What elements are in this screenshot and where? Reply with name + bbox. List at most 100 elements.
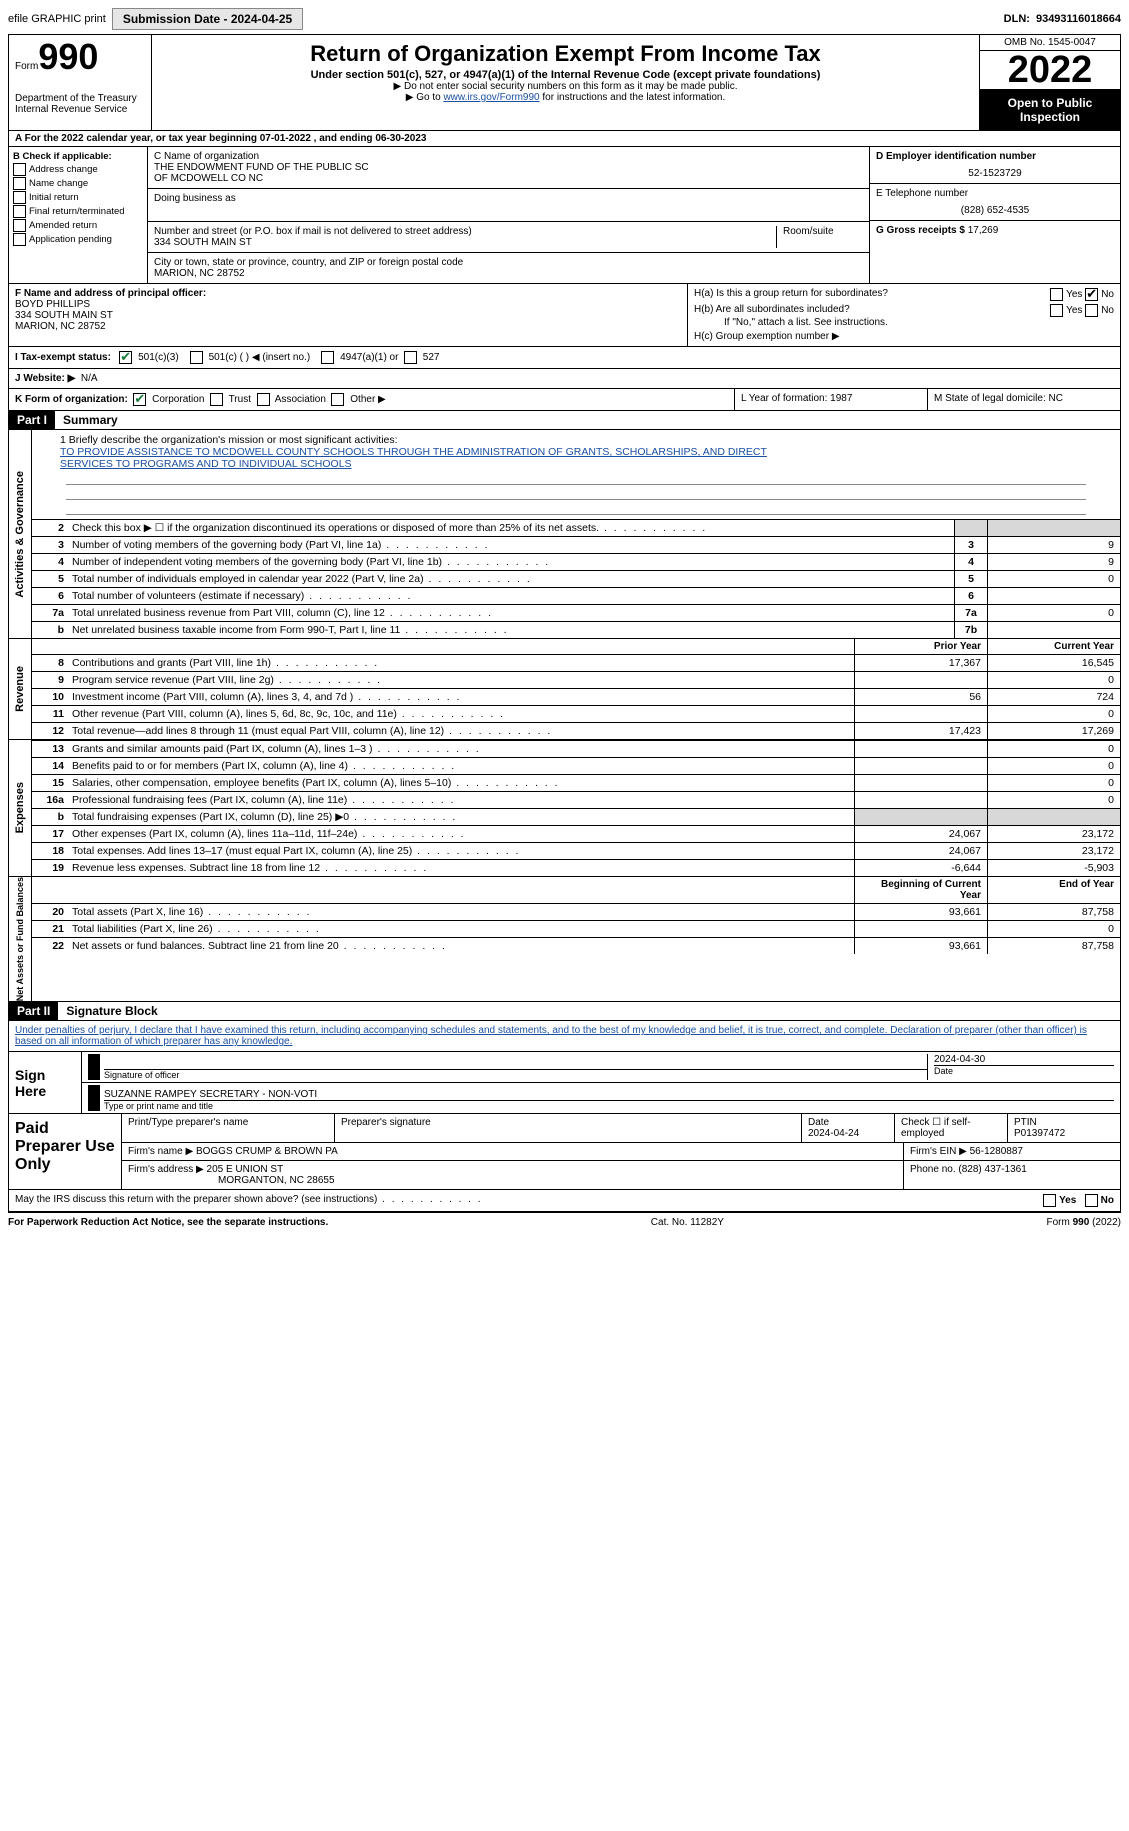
col-b-title: B Check if applicable: bbox=[13, 151, 143, 162]
part1-header: Part I Summary bbox=[9, 411, 1120, 430]
part2-title: Signature Block bbox=[58, 1002, 165, 1020]
chk-corp[interactable] bbox=[133, 393, 146, 406]
chk-527[interactable] bbox=[404, 351, 417, 364]
chk-final[interactable]: Final return/terminated bbox=[13, 205, 143, 218]
firm-addr2: MORGANTON, NC 28655 bbox=[218, 1175, 335, 1186]
ts-label: I Tax-exempt status: bbox=[15, 352, 111, 363]
summary-line: 16aProfessional fundraising fees (Part I… bbox=[32, 791, 1120, 808]
note-link: ▶ Go to www.irs.gov/Form990 for instruct… bbox=[158, 92, 973, 103]
sign-here-label: Sign Here bbox=[9, 1052, 82, 1113]
pra-notice: For Paperwork Reduction Act Notice, see … bbox=[8, 1217, 328, 1228]
form-title: Return of Organization Exempt From Incom… bbox=[158, 41, 973, 67]
summary-line: 8Contributions and grants (Part VIII, li… bbox=[32, 654, 1120, 671]
sig-name-label: Type or print name and title bbox=[104, 1100, 1114, 1111]
year-formation: L Year of formation: 1987 bbox=[734, 389, 927, 410]
self-emp-label: Check ☐ if self-employed bbox=[895, 1114, 1008, 1142]
end-year-hdr: End of Year bbox=[987, 877, 1120, 903]
firm-phone: (828) 437-1361 bbox=[958, 1164, 1026, 1175]
chk-assoc[interactable] bbox=[257, 393, 270, 406]
discuss-label: May the IRS discuss this return with the… bbox=[15, 1194, 1043, 1207]
netassets-section: Net Assets or Fund Balances Beginning of… bbox=[9, 876, 1120, 1001]
phone-value: (828) 652-4535 bbox=[876, 205, 1114, 216]
tax-year: 2022 bbox=[980, 51, 1120, 90]
irs-link[interactable]: www.irs.gov/Form990 bbox=[443, 92, 539, 103]
form-word: Form bbox=[15, 61, 38, 72]
name-label: C Name of organization bbox=[154, 151, 863, 162]
summary-line: 19Revenue less expenses. Subtract line 1… bbox=[32, 859, 1120, 876]
part2-badge: Part II bbox=[9, 1002, 58, 1020]
chk-pending[interactable]: Application pending bbox=[13, 233, 143, 246]
prep-date: 2024-04-24 bbox=[808, 1128, 859, 1139]
curr-year-hdr: Current Year bbox=[987, 639, 1120, 654]
sig-name: SUZANNE RAMPEY SECRETARY - NON-VOTI bbox=[104, 1089, 1114, 1100]
dept-treasury: Department of the Treasury bbox=[15, 93, 145, 104]
summary-line: 7aTotal unrelated business revenue from … bbox=[32, 604, 1120, 621]
beg-year-hdr: Beginning of Current Year bbox=[854, 877, 987, 903]
chk-501c[interactable] bbox=[190, 351, 203, 364]
summary-line: 3Number of voting members of the governi… bbox=[32, 536, 1120, 553]
open-public: Open to Public Inspection bbox=[980, 90, 1120, 130]
addr-value: 334 SOUTH MAIN ST bbox=[154, 237, 776, 248]
chk-trust[interactable] bbox=[210, 393, 223, 406]
chk-initial[interactable]: Initial return bbox=[13, 191, 143, 204]
summary-line: 18Total expenses. Add lines 13–17 (must … bbox=[32, 842, 1120, 859]
officer-label: F Name and address of principal officer: bbox=[15, 288, 681, 299]
discuss-no[interactable] bbox=[1085, 1194, 1098, 1207]
hb-note: If "No," attach a list. See instructions… bbox=[694, 317, 1114, 328]
col-f: F Name and address of principal officer:… bbox=[9, 284, 688, 346]
mission-label: 1 Briefly describe the organization's mi… bbox=[60, 434, 1092, 446]
summary-line: 13Grants and similar amounts paid (Part … bbox=[32, 740, 1120, 757]
summary-line: 6Total number of volunteers (estimate if… bbox=[32, 587, 1120, 604]
penalties-text: Under penalties of perjury, I declare th… bbox=[9, 1021, 1120, 1051]
chk-501c3[interactable] bbox=[119, 351, 132, 364]
col-h: H(a) Is this a group return for subordin… bbox=[688, 284, 1120, 346]
discuss-yes[interactable] bbox=[1043, 1194, 1056, 1207]
website-label: J Website: ▶ bbox=[15, 373, 75, 384]
chk-4947[interactable] bbox=[321, 351, 334, 364]
prep-name-label: Print/Type preparer's name bbox=[122, 1114, 335, 1142]
side-tab-expenses: Expenses bbox=[9, 740, 32, 876]
paid-preparer-block: Paid Preparer Use Only Print/Type prepar… bbox=[9, 1113, 1120, 1190]
summary-line: 22Net assets or fund balances. Subtract … bbox=[32, 937, 1120, 954]
ein-label: D Employer identification number bbox=[876, 151, 1114, 162]
summary-line: 10Investment income (Part VIII, column (… bbox=[32, 688, 1120, 705]
part1-title: Summary bbox=[55, 411, 126, 429]
k-label: K Form of organization: bbox=[15, 394, 128, 405]
summary-line: bTotal fundraising expenses (Part IX, co… bbox=[32, 808, 1120, 825]
side-tab-net: Net Assets or Fund Balances bbox=[9, 877, 32, 1001]
irs-label: Internal Revenue Service bbox=[15, 104, 145, 115]
org-name-1: THE ENDOWMENT FUND OF THE PUBLIC SC bbox=[154, 162, 863, 173]
sig-date-val: 2024-04-30 bbox=[934, 1054, 1114, 1065]
side-tab-governance: Activities & Governance bbox=[9, 430, 32, 638]
gross-label: G Gross receipts $ bbox=[876, 225, 965, 236]
chk-other[interactable] bbox=[331, 393, 344, 406]
expenses-section: Expenses 13Grants and similar amounts pa… bbox=[9, 739, 1120, 876]
ptin-value: P01397472 bbox=[1014, 1128, 1065, 1139]
part2-header: Part II Signature Block bbox=[9, 1001, 1120, 1021]
state-domicile: M State of legal domicile: NC bbox=[927, 389, 1120, 410]
summary-line: 15Salaries, other compensation, employee… bbox=[32, 774, 1120, 791]
hb-label: H(b) Are all subordinates included? bbox=[694, 304, 850, 317]
form-header: Form990 Department of the Treasury Inter… bbox=[9, 35, 1120, 131]
summary-line: 20Total assets (Part X, line 16)93,66187… bbox=[32, 903, 1120, 920]
submission-button[interactable]: Submission Date - 2024-04-25 bbox=[112, 8, 303, 30]
revenue-section: Revenue Prior Year Current Year 8Contrib… bbox=[9, 638, 1120, 739]
footer: For Paperwork Reduction Act Notice, see … bbox=[8, 1213, 1121, 1232]
chk-name[interactable]: Name change bbox=[13, 177, 143, 190]
prep-sig-label: Preparer's signature bbox=[335, 1114, 802, 1142]
chk-address[interactable]: Address change bbox=[13, 163, 143, 176]
gross-value: 17,269 bbox=[968, 225, 999, 236]
sign-here-block: Sign Here Signature of officer 2024-04-3… bbox=[9, 1051, 1120, 1113]
summary-line: 4Number of independent voting members of… bbox=[32, 553, 1120, 570]
summary-line: 2Check this box ▶ ☐ if the organization … bbox=[32, 519, 1120, 536]
cat-no: Cat. No. 11282Y bbox=[651, 1217, 724, 1228]
efile-label: efile GRAPHIC print bbox=[8, 13, 106, 25]
header-left: Form990 Department of the Treasury Inter… bbox=[9, 35, 152, 130]
summary-line: 12Total revenue—add lines 8 through 11 (… bbox=[32, 722, 1120, 739]
note-ssn: ▶ Do not enter social security numbers o… bbox=[158, 81, 973, 92]
addr-label: Number and street (or P.O. box if mail i… bbox=[154, 226, 776, 237]
phone-label: E Telephone number bbox=[876, 188, 1114, 199]
chk-amended[interactable]: Amended return bbox=[13, 219, 143, 232]
phone-block: E Telephone number (828) 652-4535 bbox=[870, 184, 1120, 221]
form-footer: Form 990 (2022) bbox=[1047, 1217, 1121, 1228]
